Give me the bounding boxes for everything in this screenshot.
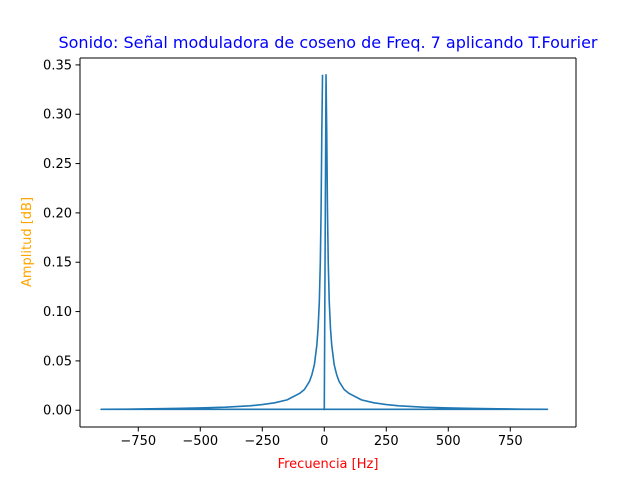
y-axis-label: Amplitud [dB]	[20, 197, 35, 287]
y-tick-label: 0.10	[43, 305, 72, 320]
axes-spines	[79, 57, 577, 428]
series-layer	[100, 73, 549, 411]
plot-area	[80, 58, 576, 427]
x-tick-label: −500	[182, 434, 218, 449]
x-tick-label: 500	[436, 434, 461, 449]
chart-title: Sonido: Señal moduladora de coseno de Fr…	[58, 33, 597, 52]
y-tick-label: 0.35	[43, 58, 72, 73]
x-tick-label: −750	[120, 434, 156, 449]
series-line-0	[100, 73, 549, 411]
y-tick-label: 0.15	[43, 256, 72, 271]
y-tick-label: 0.30	[43, 108, 72, 123]
y-tick-label: 0.05	[43, 354, 72, 369]
x-axis-label: Frecuencia [Hz]	[278, 457, 379, 472]
y-axis-ticks: 0.00 0.05 0.10 0.15 0.20 0.25 0.30 0.35	[43, 58, 80, 419]
y-tick-label: 0.20	[43, 206, 72, 221]
x-tick-label: 0	[320, 434, 328, 449]
x-axis-ticks: −750 −500 −250 0 250 500 750	[120, 427, 523, 449]
y-tick-label: 0.00	[43, 404, 72, 419]
x-tick-label: 750	[498, 434, 523, 449]
x-tick-label: 250	[374, 434, 399, 449]
x-tick-label: −250	[244, 434, 280, 449]
y-tick-label: 0.25	[43, 157, 72, 172]
